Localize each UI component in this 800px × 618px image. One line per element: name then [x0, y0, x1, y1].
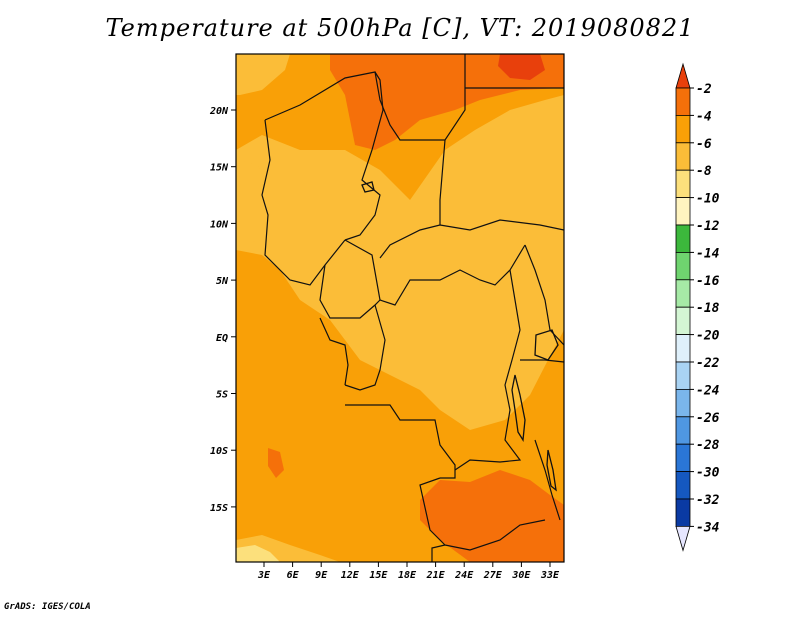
- colorbar: -2 -4 -6 -8 -10 -12 -14 -16 -18 -20 -22 -24 -26 -28 -3…: [675, 62, 720, 552]
- lat-tick-label: 10S: [210, 446, 228, 457]
- colorbar-segment: [675, 169, 691, 198]
- lat-tick-label: 15N: [210, 163, 229, 174]
- border-car: [344, 239, 526, 306]
- latitude-axis: 20N 15N 10N 5N EQ 5S 10S 15S: [209, 106, 236, 514]
- border-malawi: [534, 439, 561, 521]
- border-angola-zambia: [419, 477, 447, 562]
- lake-malawi: [546, 449, 557, 492]
- field-region-minus4-north: [330, 54, 564, 150]
- colorbar-label: -28: [696, 438, 720, 453]
- colorbar-top-arrow: [675, 62, 691, 89]
- colorbar-segment: [675, 361, 691, 390]
- colorbar-label: -8: [696, 164, 712, 179]
- lon-tick-label: 15E: [369, 570, 388, 581]
- lat-tick-label: 5S: [216, 390, 228, 401]
- colorbar-label: -16: [696, 274, 720, 289]
- colorbar-segment: [675, 87, 691, 116]
- field-region-minus10-sw: [236, 545, 280, 562]
- border-zambia-south: [444, 519, 546, 551]
- lake-tanganyika: [511, 374, 526, 442]
- border-nigeria: [261, 119, 346, 286]
- chart-title: Temperature at 500hPa [C], VT: 201908082…: [105, 14, 695, 42]
- colorbar-segment: [675, 197, 691, 226]
- colorbar-segment: [675, 279, 691, 308]
- grads-credit: GrADS: IGES/COLA: [4, 602, 91, 612]
- border-cameroon-congo: [319, 264, 381, 319]
- lat-tick-label: 20N: [209, 106, 229, 117]
- colorbar-label: -22: [696, 356, 720, 371]
- temperature-field: [236, 54, 564, 562]
- lon-tick-label: 27E: [483, 570, 503, 581]
- field-region-minus4-sw-patch: [268, 448, 284, 478]
- colorbar-label: -32: [696, 493, 720, 508]
- lakes: [361, 181, 559, 492]
- colorbar-segment: [675, 251, 691, 281]
- lat-tick-label: EQ: [216, 333, 228, 344]
- colorbar-label: -26: [696, 411, 720, 426]
- colorbar-label: -20: [696, 329, 720, 344]
- colorbar-segment: [675, 416, 691, 445]
- colorbar-label: -14: [696, 246, 720, 261]
- lon-tick-label: 21E: [426, 570, 446, 581]
- colorbar-label: -18: [696, 301, 720, 316]
- lat-tick-label: 15S: [210, 503, 228, 514]
- lake-chad: [361, 181, 375, 193]
- lon-tick-label: 24E: [454, 570, 474, 581]
- colorbar-label: -12: [696, 219, 720, 234]
- colorbar-segment: [675, 142, 691, 171]
- lon-tick-label: 30E: [511, 570, 531, 581]
- colorbar-label: -10: [696, 192, 720, 207]
- colorbar-segment: [675, 471, 691, 500]
- country-borders: [261, 54, 564, 562]
- colorbar-segment: [675, 334, 691, 363]
- colorbar-segment: [675, 498, 691, 527]
- colorbar-segment: [675, 443, 691, 473]
- colorbar-label: -30: [696, 466, 720, 481]
- lat-tick-label: 5N: [216, 276, 229, 287]
- border-angola-drc: [345, 404, 456, 479]
- field-region-minus4-south: [420, 470, 564, 562]
- border-sudan: [379, 139, 446, 259]
- longitude-axis: 3E 6E 9E 12E 15E 18E 21E 24E 27E 30E 33E: [257, 562, 560, 581]
- colorbar-segment: [675, 388, 691, 418]
- colorbar-label: -4: [696, 109, 712, 124]
- lon-tick-label: 9E: [315, 570, 328, 581]
- border-tanzania: [520, 359, 564, 363]
- lon-tick-label: 6E: [287, 570, 300, 581]
- colorbar-label: -2: [696, 82, 712, 97]
- lon-tick-label: 3E: [257, 570, 271, 581]
- field-region-minus8-central: [236, 95, 564, 430]
- colorbar-label: -6: [696, 137, 712, 152]
- colorbar-segment: [675, 115, 691, 144]
- field-region-minus2-ne: [498, 54, 545, 80]
- colorbar-label: -34: [696, 520, 720, 535]
- colorbar-bottom-arrow: [675, 526, 691, 552]
- colorbar-label: -24: [696, 383, 720, 398]
- border-gabon: [319, 317, 349, 386]
- lon-tick-label: 18E: [398, 570, 417, 581]
- colorbar-segment: [675, 306, 691, 336]
- colorbar-segment: [675, 224, 691, 253]
- border-congo-drc: [344, 304, 386, 391]
- lon-tick-label: 33E: [540, 570, 560, 581]
- border-drc-east: [454, 269, 522, 471]
- border-southsudan: [439, 219, 564, 231]
- map-frame: [235, 53, 565, 563]
- border-niger-chad: [344, 71, 384, 241]
- field-region-minus8-nw: [236, 54, 290, 95]
- lake-victoria: [534, 329, 559, 361]
- field-region-minus8-west: [236, 160, 268, 245]
- border-north: [264, 54, 466, 141]
- lon-tick-label: 12E: [341, 570, 360, 581]
- lat-tick-label: 10N: [210, 219, 229, 230]
